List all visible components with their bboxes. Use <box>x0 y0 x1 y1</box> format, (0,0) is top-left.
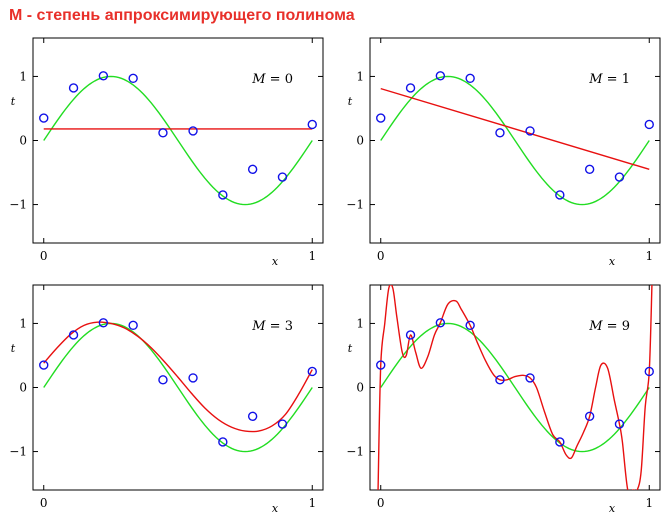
chart-title: М - степень аппроксимирующего полинома <box>9 7 355 24</box>
data-point <box>555 437 565 447</box>
data-point <box>644 119 654 130</box>
x-tick-label: 0 <box>377 496 385 510</box>
y-axis-label: t <box>11 342 16 355</box>
y-tick-label: 1 <box>19 69 27 83</box>
data-point <box>435 318 446 328</box>
data-point <box>465 73 475 84</box>
data-point <box>247 164 258 175</box>
model-order-annotation: M = 3 <box>251 319 293 334</box>
x-tick-label: 0 <box>377 249 385 263</box>
x-axis-label: x <box>272 255 279 268</box>
data-point <box>247 411 258 422</box>
y-axis-label: t <box>11 95 16 108</box>
data-point <box>465 320 475 331</box>
y-axis-label: t <box>348 95 353 108</box>
x-axis-label: x <box>272 502 279 515</box>
data-point <box>98 71 109 81</box>
data-point <box>277 172 288 182</box>
y-tick-label: −1 <box>346 445 364 459</box>
y-tick-label: 0 <box>19 381 27 395</box>
true-function-curve <box>380 322 650 453</box>
true-function-curve <box>43 75 313 206</box>
model-order-annotation: M = 9 <box>588 319 630 334</box>
data-point <box>584 411 595 422</box>
data-point <box>376 113 386 123</box>
data-point <box>525 373 535 383</box>
panel-3: 1 0 −1 0 1 x t M = 9 <box>346 284 661 515</box>
x-tick-label: 1 <box>645 249 653 263</box>
y-tick-label: −1 <box>346 198 364 212</box>
data-point <box>158 128 168 138</box>
x-tick-label: 0 <box>40 496 48 510</box>
model-order-annotation: M = 0 <box>251 72 293 87</box>
data-point <box>218 437 228 447</box>
panel-2: 1 0 −1 0 1 x t M = 3 <box>9 284 324 515</box>
data-point <box>128 73 138 84</box>
data-point <box>188 373 198 383</box>
fitted-polynomial-curve <box>377 285 653 490</box>
data-point <box>68 330 79 340</box>
data-point <box>614 172 625 182</box>
y-tick-label: −1 <box>9 198 27 212</box>
x-tick-label: 1 <box>308 249 316 263</box>
y-tick-label: 1 <box>356 69 364 83</box>
x-axis-label: x <box>609 502 616 515</box>
data-point <box>188 126 198 136</box>
data-point <box>39 360 49 370</box>
y-tick-label: 1 <box>356 316 364 330</box>
data-point <box>495 128 505 138</box>
data-point <box>435 71 446 81</box>
y-axis-label: t <box>348 342 353 355</box>
data-point <box>644 366 654 377</box>
y-tick-label: −1 <box>9 445 27 459</box>
data-point <box>555 190 565 200</box>
data-point <box>98 318 109 328</box>
data-point <box>128 320 138 331</box>
fitted-polynomial-curve <box>380 87 650 170</box>
data-point <box>584 164 595 175</box>
true-function-curve <box>380 75 650 206</box>
x-tick-label: 1 <box>645 496 653 510</box>
true-function-curve <box>43 322 313 453</box>
data-point <box>307 119 317 130</box>
x-tick-label: 1 <box>308 496 316 510</box>
data-point <box>405 83 416 93</box>
data-point <box>158 375 168 385</box>
data-point <box>307 366 317 377</box>
data-point <box>405 330 416 340</box>
data-point <box>525 126 535 136</box>
data-point <box>376 360 386 370</box>
data-point <box>68 83 79 93</box>
data-point <box>39 113 49 123</box>
panel-1: 1 0 −1 0 1 x t M = 1 <box>346 37 661 268</box>
y-tick-label: 0 <box>356 381 364 395</box>
y-tick-label: 1 <box>19 316 27 330</box>
data-point <box>218 190 228 200</box>
model-order-annotation: M = 1 <box>588 72 630 87</box>
fitted-polynomial-curve <box>43 321 313 433</box>
data-point <box>277 419 288 429</box>
x-axis-label: x <box>609 255 616 268</box>
y-tick-label: 0 <box>19 134 27 148</box>
data-point <box>495 375 505 385</box>
y-tick-label: 0 <box>356 134 364 148</box>
x-tick-label: 0 <box>40 249 48 263</box>
panel-0: 1 0 −1 0 1 x t M = 0 <box>9 37 324 268</box>
data-point <box>614 419 625 429</box>
